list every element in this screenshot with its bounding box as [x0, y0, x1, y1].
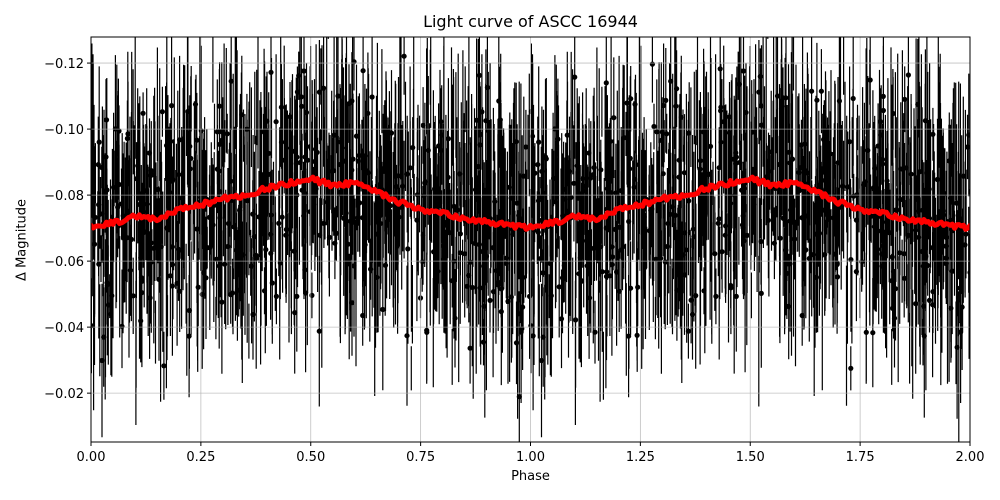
y-tick-label: −0.10	[44, 123, 84, 138]
x-tick-label: 1.50	[736, 450, 765, 465]
x-tick-label: 0.00	[77, 450, 106, 465]
y-tick-label: −0.06	[44, 255, 84, 270]
x-tick-label: 1.00	[516, 450, 545, 465]
y-axis: −0.12 −0.10 −0.08 −0.06 −0.04 −0.02	[44, 57, 91, 402]
chart-title: Light curve of ASCC 16944	[423, 12, 638, 31]
x-tick-label: 2.00	[956, 450, 985, 465]
x-tick-label: 0.75	[406, 450, 435, 465]
x-tick-label: 1.25	[626, 450, 655, 465]
binned-mean-curve	[91, 174, 970, 232]
y-tick-label: −0.12	[44, 57, 84, 72]
x-axis-label: Phase	[511, 469, 550, 484]
x-tick-label: 1.75	[846, 450, 875, 465]
y-tick-label: −0.02	[44, 387, 84, 402]
y-tick-label: −0.08	[44, 189, 84, 204]
x-axis: 0.00 0.25 0.50 0.75 1.00 1.25 1.50 1.75 2.00	[77, 442, 985, 465]
y-tick-label: −0.04	[44, 321, 84, 336]
x-tick-label: 0.50	[296, 450, 325, 465]
observation-points	[91, 37, 970, 442]
x-tick-label: 0.25	[186, 450, 215, 465]
